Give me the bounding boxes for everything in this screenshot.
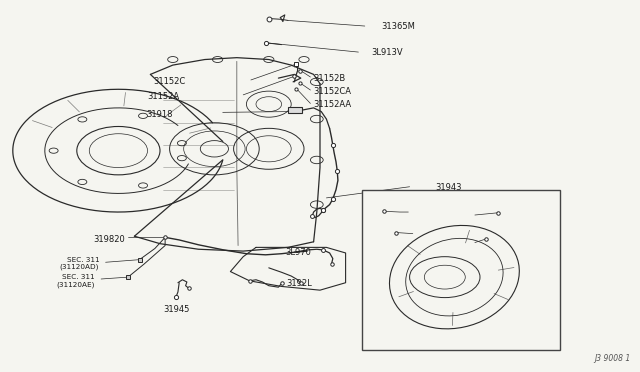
- Text: 31152AB: 31152AB: [408, 208, 446, 217]
- Text: 3192L: 3192L: [287, 279, 312, 288]
- Text: 31918: 31918: [147, 110, 173, 119]
- Text: 31152A: 31152A: [147, 92, 179, 101]
- Text: 31152C: 31152C: [154, 77, 186, 86]
- Text: 31152B: 31152B: [314, 74, 346, 83]
- Text: 3L970: 3L970: [285, 248, 310, 257]
- Text: 31935: 31935: [498, 239, 524, 248]
- Text: 31943: 31943: [435, 183, 461, 192]
- Text: 31935: 31935: [415, 230, 441, 239]
- Text: SEC. 311
(31120AE): SEC. 311 (31120AE): [56, 274, 95, 288]
- Text: J3 9008 1: J3 9008 1: [594, 354, 630, 363]
- Text: 31152AB: 31152AB: [499, 211, 537, 220]
- Text: SEC. 311
(31120AD): SEC. 311 (31120AD): [60, 257, 99, 270]
- Text: 31365M: 31365M: [381, 22, 415, 31]
- Text: 3L913V: 3L913V: [371, 48, 403, 57]
- Text: 31945: 31945: [163, 305, 189, 314]
- Text: 31152CA: 31152CA: [314, 87, 351, 96]
- Bar: [288, 107, 302, 113]
- Bar: [362, 190, 560, 350]
- Text: 31152AA: 31152AA: [314, 100, 352, 109]
- Text: 319820: 319820: [93, 235, 125, 244]
